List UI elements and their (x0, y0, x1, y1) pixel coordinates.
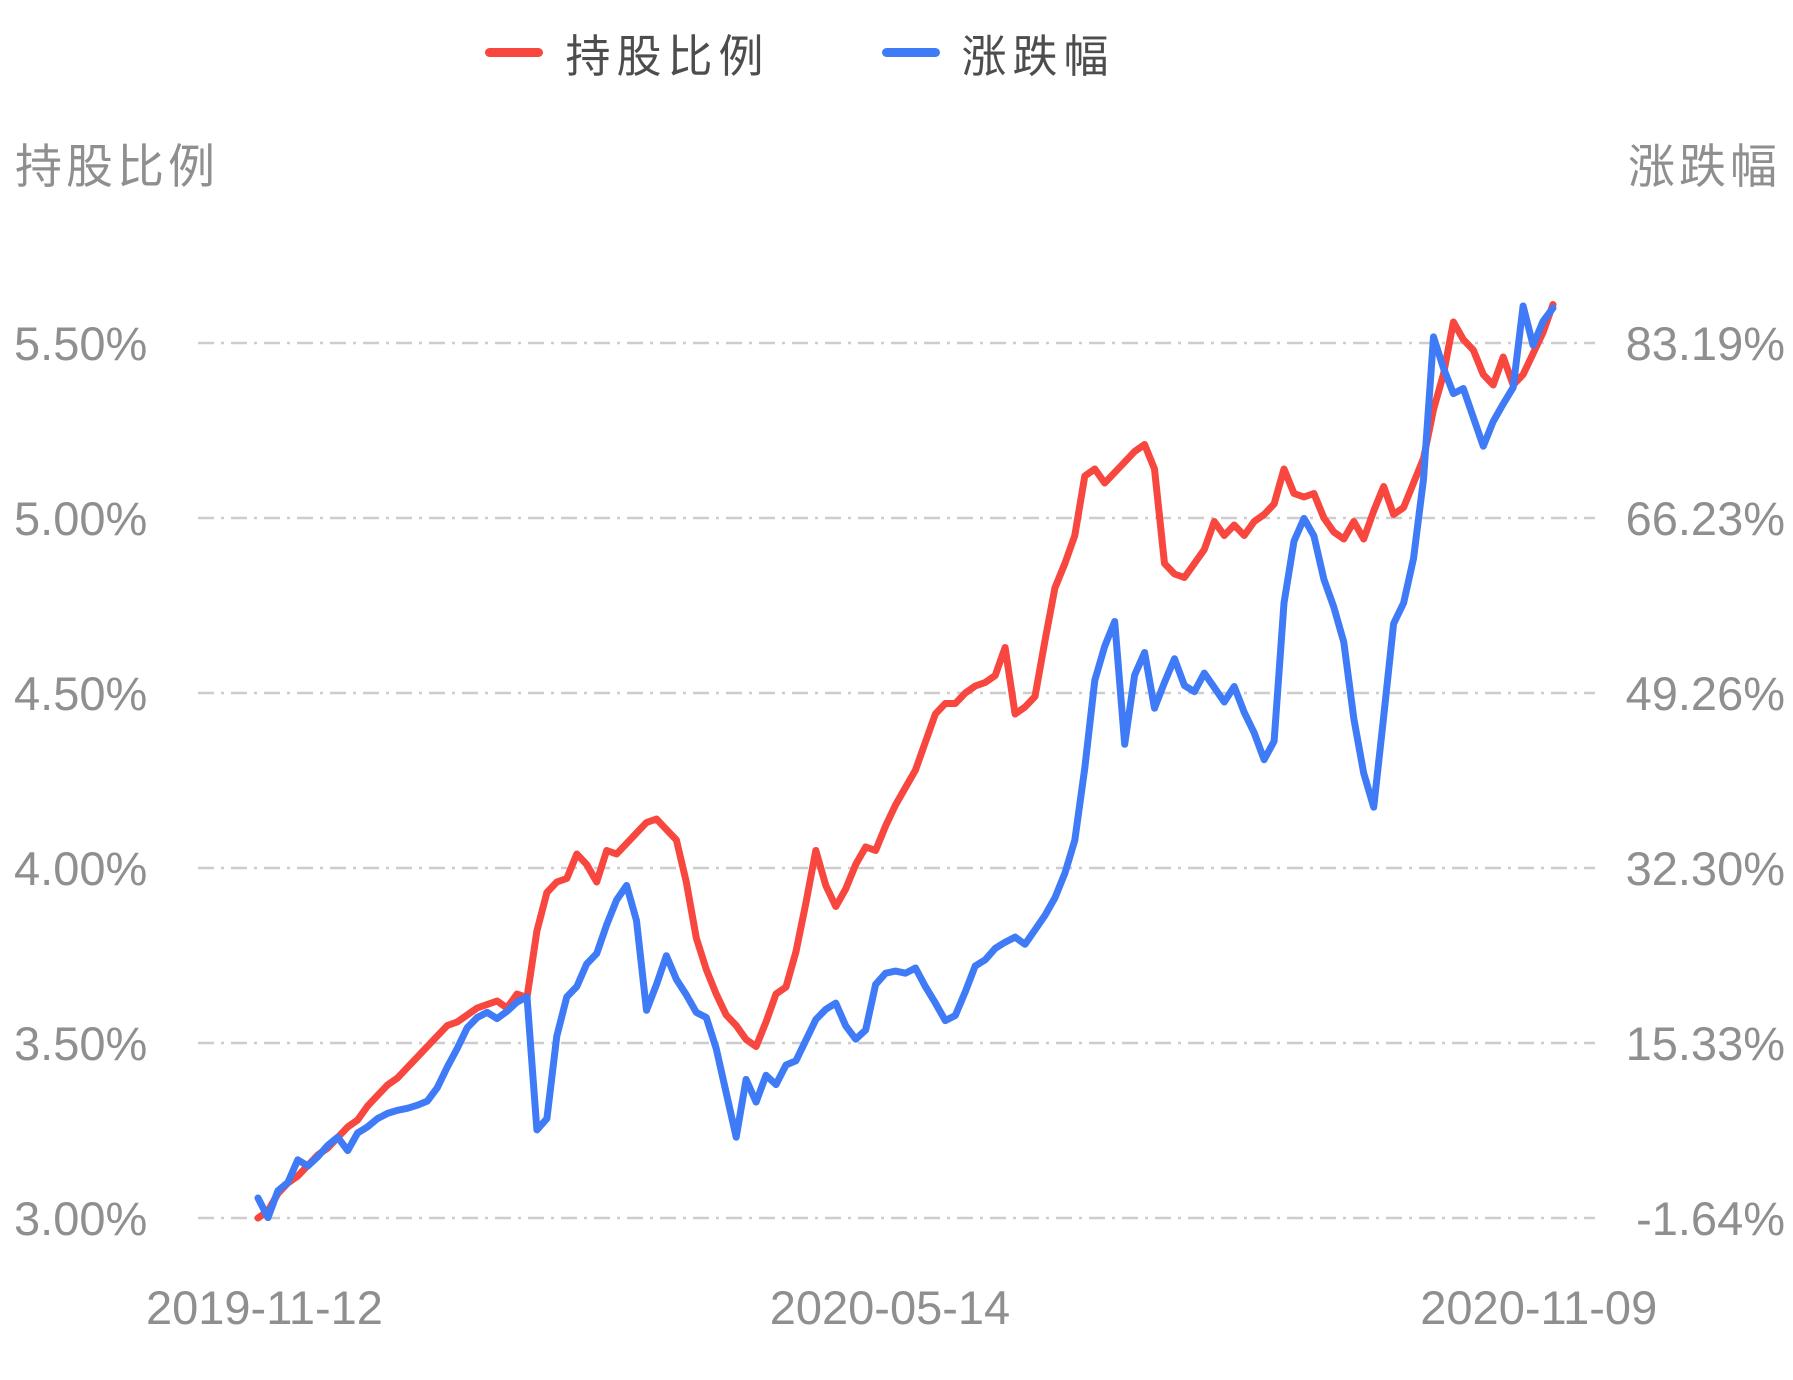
x-axis-tick: 2019-11-12 (146, 1281, 383, 1334)
left-axis-tick: 4.00% (14, 842, 148, 895)
left-axis-tick: 5.00% (14, 492, 148, 545)
legend-item-holding-ratio[interactable]: 持股比例 (485, 20, 769, 85)
x-axis-tick: 2020-05-14 (769, 1281, 1011, 1334)
right-axis-tick: 15.33% (1625, 1017, 1785, 1070)
right-axis-tick: 32.30% (1625, 842, 1785, 895)
legend-label-change-pct: 涨跌幅 (961, 31, 1115, 82)
left-axis-tick: 3.50% (14, 1017, 148, 1070)
right-axis-tick: 49.26% (1625, 667, 1785, 721)
x-axis-tick: 2020-11-09 (1420, 1281, 1658, 1334)
legend-label-holding-ratio: 持股比例 (565, 31, 770, 82)
right-axis-tick: 83.19% (1625, 317, 1785, 371)
legend-item-change-pct[interactable]: 涨跌幅 (881, 20, 1115, 85)
left-axis-title: 持股比例 (15, 140, 219, 193)
left-axis-tick: 5.50% (14, 317, 148, 370)
right-axis-tick: 66.23% (1625, 492, 1785, 546)
legend-marker-holding-ratio (485, 48, 544, 57)
right-axis-tick: -1.64% (1636, 1192, 1785, 1245)
right-axis-title: 涨跌幅 (1628, 140, 1781, 193)
holding-ratio-line[interactable] (254, 301, 1557, 1222)
legend: 持股比例 涨跌幅 (0, 20, 1600, 85)
left-axis-tick: 4.50% (14, 667, 148, 720)
legend-marker-change-pct (881, 48, 940, 57)
change-pct-line[interactable] (254, 302, 1557, 1222)
left-axis-tick: 3.00% (14, 1192, 148, 1245)
